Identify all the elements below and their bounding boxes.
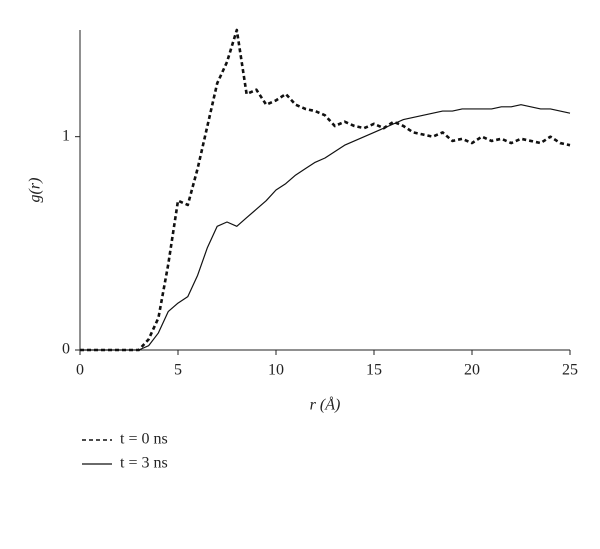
y-tick-label: 0 bbox=[62, 341, 70, 358]
line-series bbox=[80, 104, 571, 351]
x-tick-label: 25 bbox=[562, 362, 578, 379]
x-tick-label: 5 bbox=[174, 362, 182, 379]
x-tick-label: 20 bbox=[464, 362, 480, 379]
line-series bbox=[80, 28, 571, 352]
x-tick-label: 0 bbox=[76, 362, 84, 379]
legend-label: t = 3 ns bbox=[120, 455, 168, 472]
x-tick-label: 15 bbox=[366, 362, 382, 379]
x-tick-label: 10 bbox=[268, 362, 284, 379]
y-tick-label: 1 bbox=[62, 127, 70, 144]
legend-label: t = 0 ns bbox=[120, 431, 168, 448]
x-axis-label: r (Å) bbox=[310, 396, 341, 414]
y-axis-label: g(r) bbox=[27, 178, 44, 203]
